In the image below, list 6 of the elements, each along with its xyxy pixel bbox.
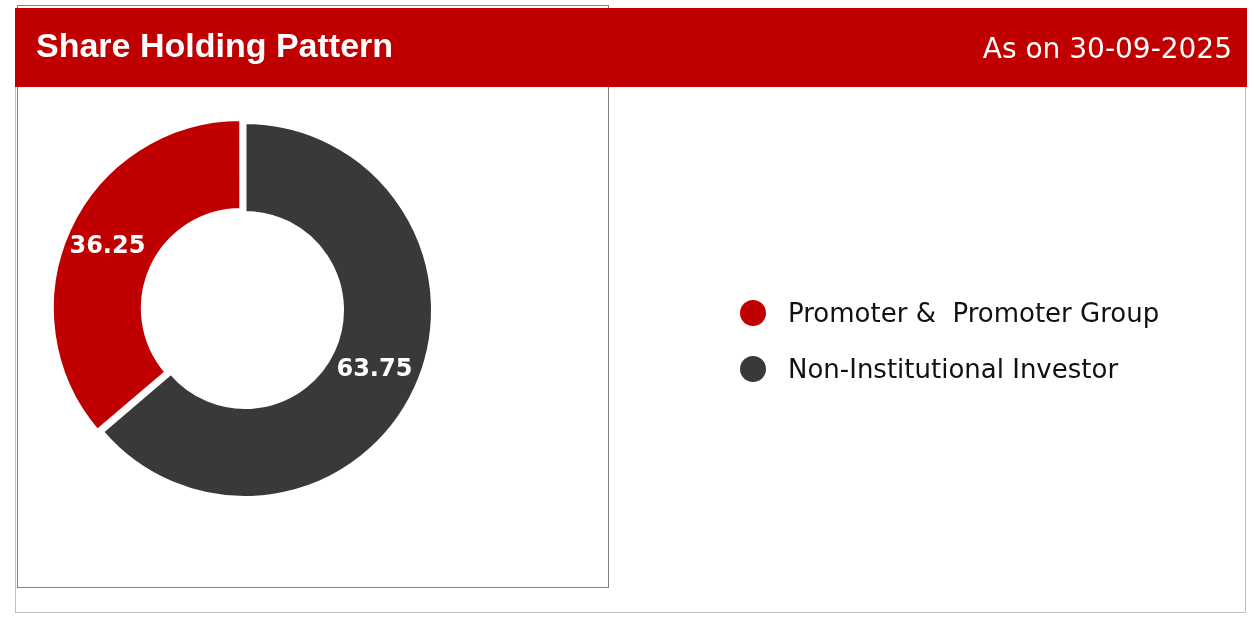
legend-label: Non-Institutional Investor	[788, 354, 1119, 384]
chart-title: Share Holding Pattern	[36, 26, 394, 65]
chart-subtitle: As on 30-09-2025	[982, 32, 1232, 65]
data-label: 36.25	[69, 230, 146, 259]
data-label: 63.75	[336, 353, 413, 382]
legend-label: Promoter & Promoter Group	[788, 298, 1160, 328]
